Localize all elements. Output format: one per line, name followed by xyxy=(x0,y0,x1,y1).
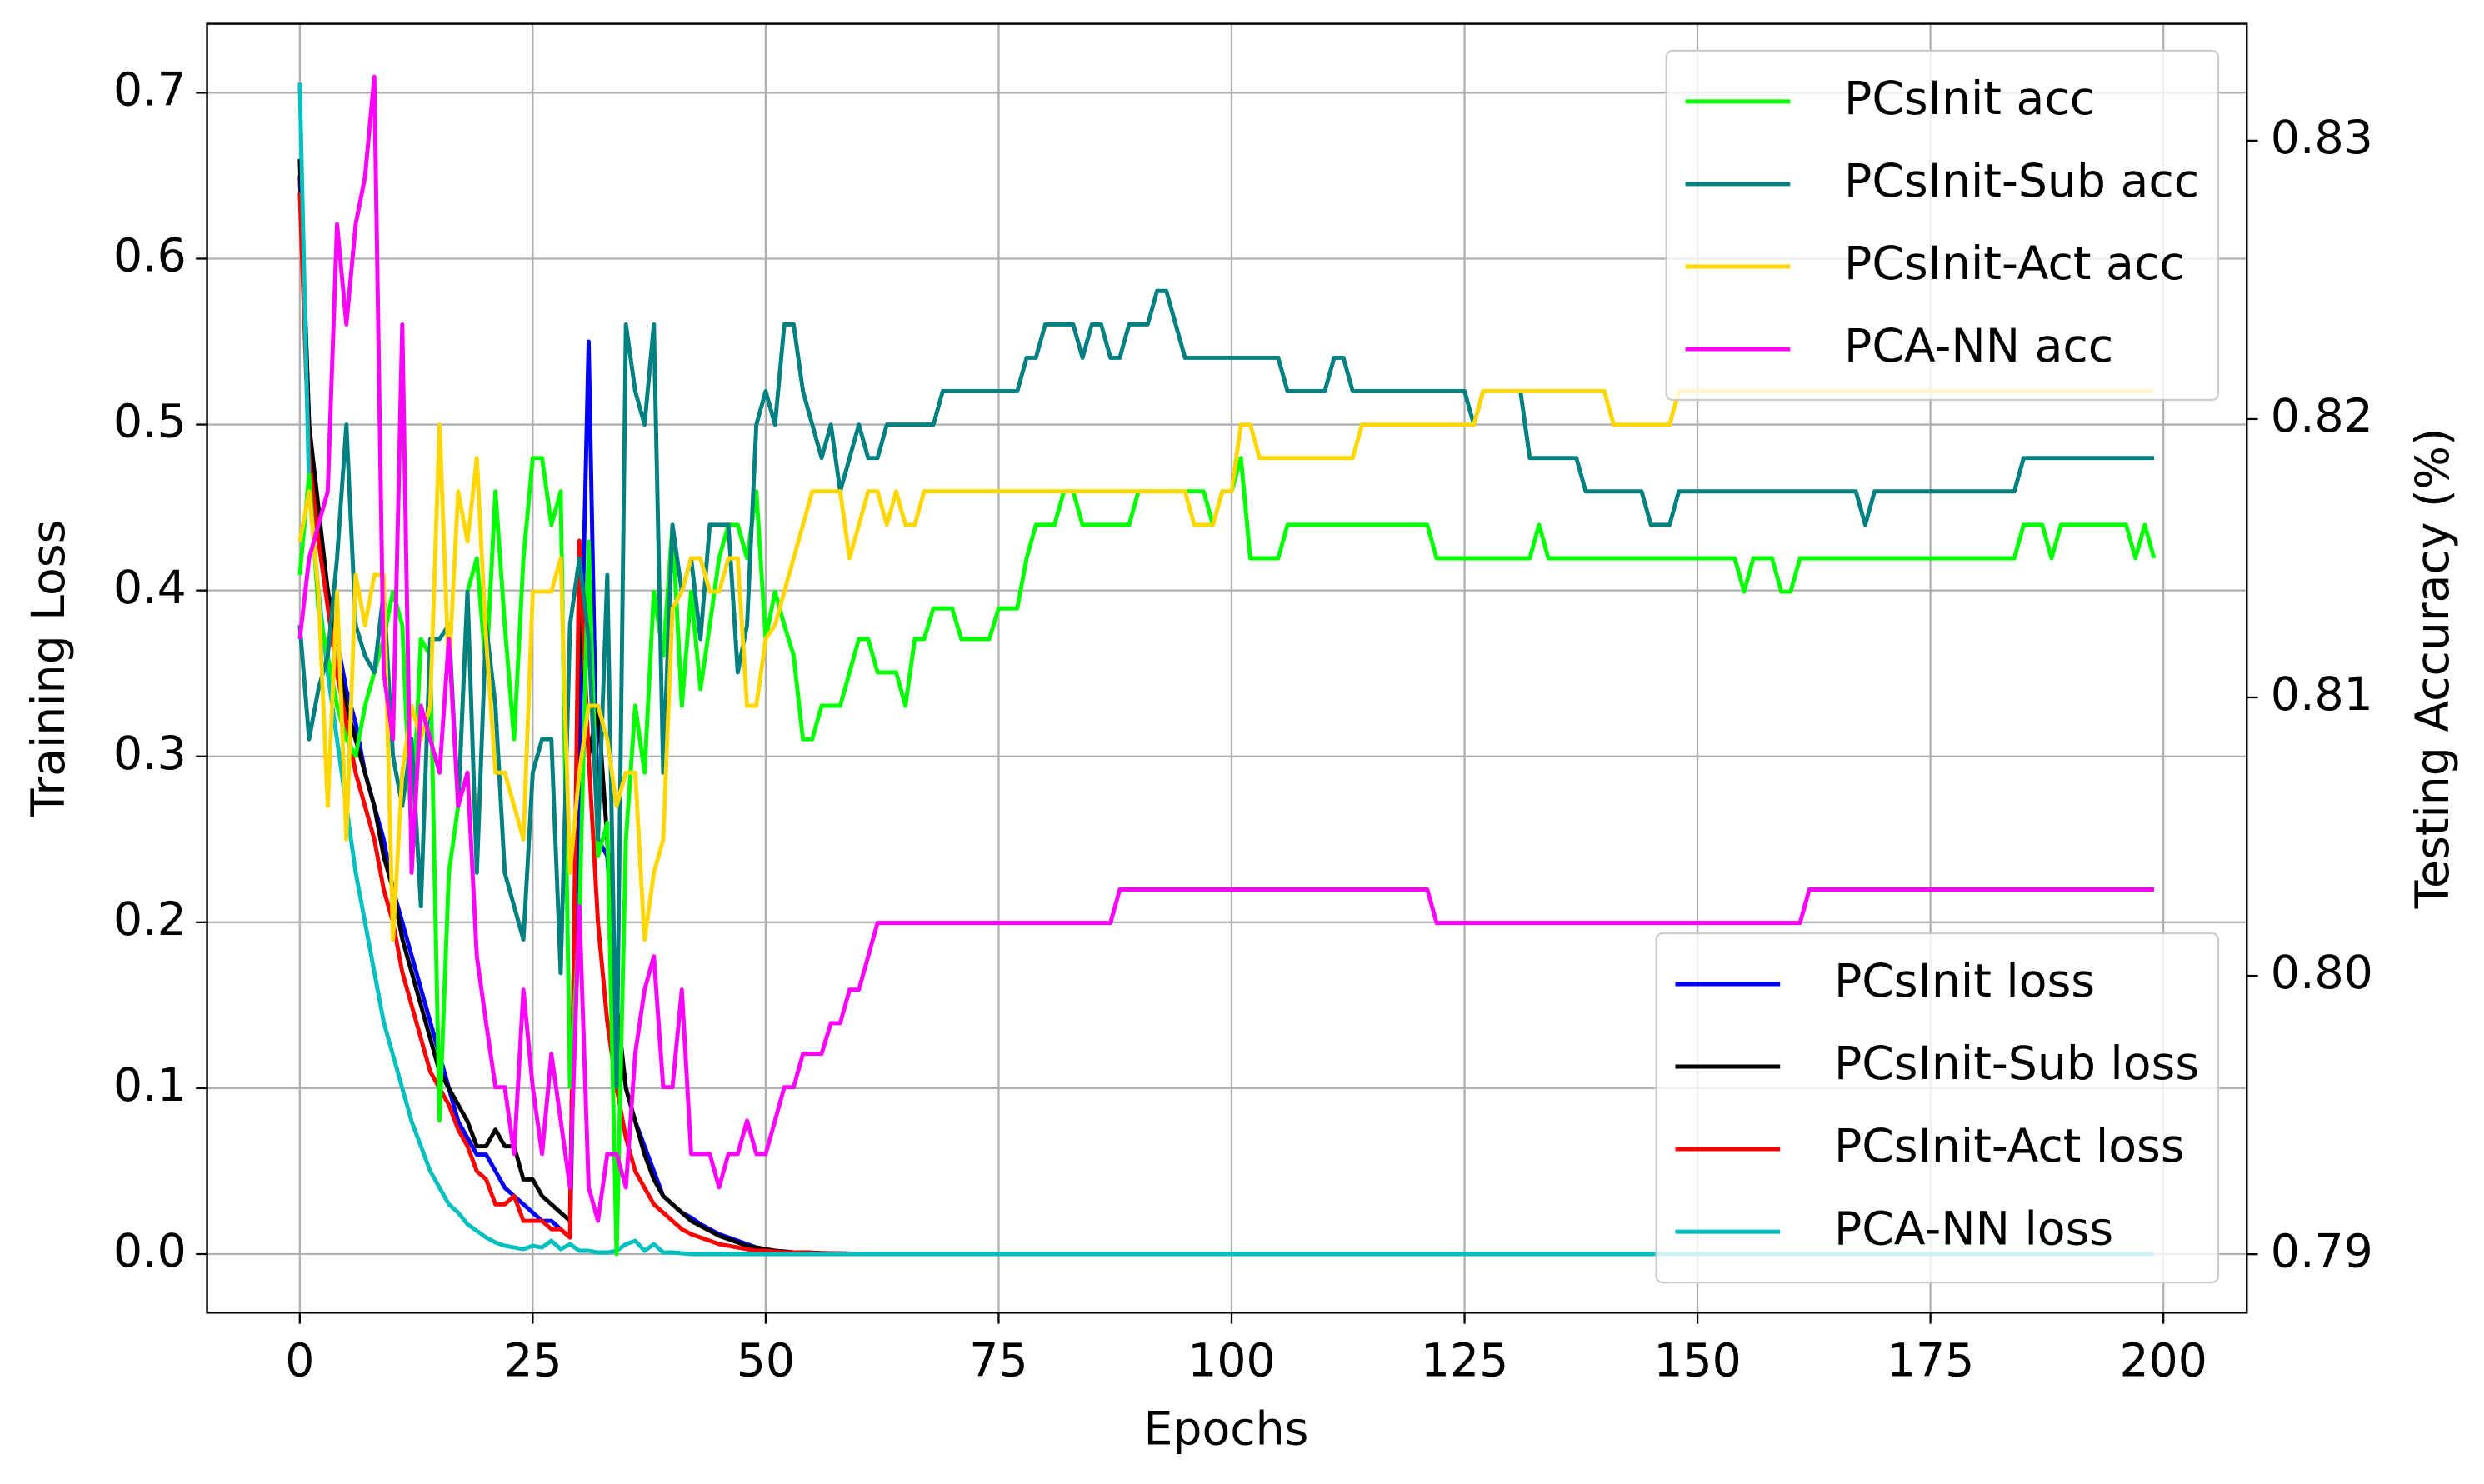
y2-tick-label: 0.79 xyxy=(2271,1225,2373,1278)
y-tick-label: 0.4 xyxy=(113,562,187,615)
legend: PCsInit acc PCsInit-Sub acc PCsInit-Act ac… xyxy=(1665,49,2220,402)
y2-tick-label: 0.83 xyxy=(2271,112,2373,165)
y-tick-label: 0.0 xyxy=(113,1225,187,1278)
y2-tick-label: 0.82 xyxy=(2271,390,2373,443)
legend-label: PCsInit acc xyxy=(1844,72,2095,126)
line xyxy=(297,288,2154,1090)
x-axis-label: Epochs xyxy=(1144,1402,1309,1456)
legend-box xyxy=(1665,49,2220,402)
legend-label: PCsInit-Act loss xyxy=(1834,1120,2185,1173)
x-tick-label: 125 xyxy=(1421,1334,1508,1387)
x-tick-label: 0 xyxy=(285,1334,314,1387)
legend-label: PCA-NN acc xyxy=(1844,320,2113,373)
legend-label: PCsInit loss xyxy=(1834,955,2095,1008)
x-tick-label: 175 xyxy=(1887,1334,1974,1387)
plot-frame xyxy=(206,22,2248,1314)
y-tick-label: 0.5 xyxy=(113,396,187,449)
legend: PCsInit loss PCsInit-Sub loss PCsInit-Act … xyxy=(1655,932,2220,1284)
y-tick-label: 0.3 xyxy=(113,727,187,781)
x-tick-label: 100 xyxy=(1187,1334,1275,1387)
y-axis-label: Training Loss xyxy=(22,520,76,818)
y2-tick-label: 0.81 xyxy=(2271,668,2373,722)
legend-box xyxy=(1655,932,2220,1284)
line xyxy=(297,74,2154,1223)
y2-axis-label: Testing Accuracy (%) xyxy=(2407,427,2460,909)
x-tick-label: 75 xyxy=(969,1334,1027,1387)
x-tick-label: 50 xyxy=(737,1334,795,1387)
legend-label: PCA-NN loss xyxy=(1834,1202,2113,1256)
y-tick-label: 0.2 xyxy=(113,893,187,947)
x-tick-label: 150 xyxy=(1653,1334,1741,1387)
y-tick-label: 0.1 xyxy=(113,1059,187,1112)
legend-label: PCsInit-Sub acc xyxy=(1844,155,2199,208)
y-tick-label: 0.6 xyxy=(113,230,187,283)
legend-label: PCsInit-Sub loss xyxy=(1834,1037,2199,1091)
x-tick-label: 25 xyxy=(503,1334,562,1387)
x-tick-label: 200 xyxy=(2119,1334,2207,1387)
y2-tick-label: 0.80 xyxy=(2271,947,2373,1000)
y-tick-label: 0.7 xyxy=(113,64,187,117)
legend-label: PCsInit-Act acc xyxy=(1844,237,2185,291)
